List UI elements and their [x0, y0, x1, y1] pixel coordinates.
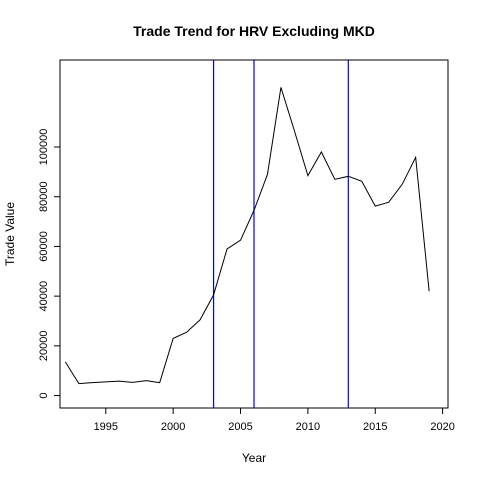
- y-tick-label-60000: 60000: [38, 231, 50, 262]
- chart-title: Trade Trend for HRV Excluding MKD: [133, 23, 375, 39]
- x-tick-label-2005: 2005: [228, 421, 252, 433]
- y-tick-label-100000: 100000: [38, 129, 50, 166]
- y-tick-label-20000: 20000: [38, 331, 50, 362]
- y-tick-label-40000: 40000: [38, 281, 50, 312]
- x-tick-label-1995: 1995: [94, 421, 118, 433]
- series-line-0: [64, 87, 430, 385]
- x-axis: 1995 2000 2005 2010 2015 2020: [94, 407, 455, 433]
- x-tick-label-2010: 2010: [296, 421, 320, 433]
- y-axis-label: Trade Value: [3, 202, 17, 266]
- y-tick-label-0: 0: [38, 393, 50, 399]
- plot-area: [64, 60, 430, 408]
- x-tick-label-2000: 2000: [161, 421, 185, 433]
- x-tick-label-2020: 2020: [430, 421, 454, 433]
- y-tick-label-80000: 80000: [38, 181, 50, 212]
- y-axis: 0 20000 40000 60000 80000 100000: [38, 129, 61, 399]
- x-tick-label-2015: 2015: [363, 421, 387, 433]
- x-axis-label: Year: [242, 451, 266, 465]
